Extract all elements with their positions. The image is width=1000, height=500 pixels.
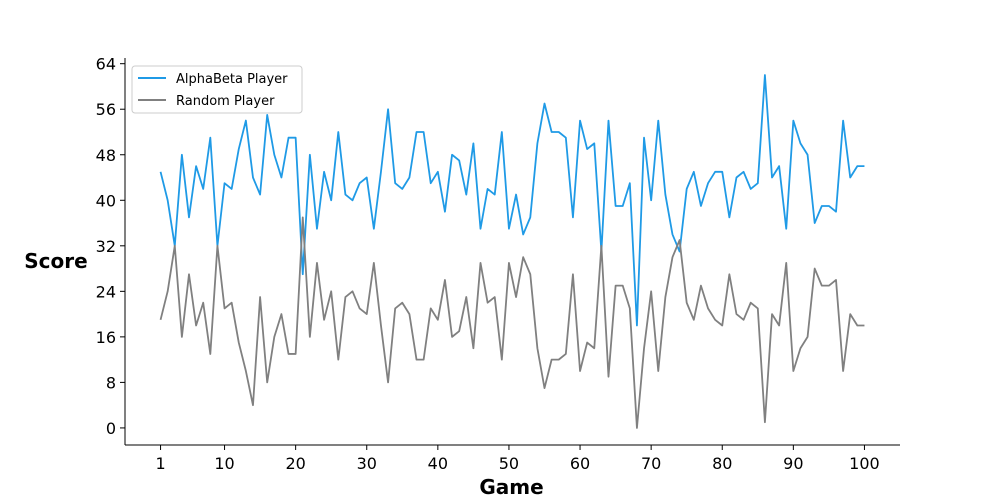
x-tick-label: 1 bbox=[155, 454, 165, 473]
x-tick-label: 40 bbox=[428, 454, 448, 473]
legend-box bbox=[131, 65, 303, 114]
series-group bbox=[159, 74, 865, 429]
series-line-alphabeta-player bbox=[159, 74, 865, 327]
y-tick-label: 0 bbox=[106, 419, 116, 438]
x-tick-label: 50 bbox=[499, 454, 519, 473]
y-tick-label: 16 bbox=[96, 328, 116, 347]
y-axis-title: Score bbox=[24, 249, 87, 273]
legend: AlphaBeta Player Random Player bbox=[131, 65, 303, 114]
x-tick-label: 90 bbox=[783, 454, 803, 473]
series-line-random-player bbox=[159, 216, 865, 429]
y-tick-label: 24 bbox=[96, 282, 116, 301]
x-tick-label: 30 bbox=[357, 454, 377, 473]
x-axis-title: Game bbox=[479, 475, 543, 499]
legend-label: Random Player bbox=[176, 94, 275, 109]
x-tick-label: 100 bbox=[849, 454, 880, 473]
x-tick-label: 70 bbox=[641, 454, 661, 473]
y-tick-label: 56 bbox=[96, 100, 116, 119]
y-tick-label: 40 bbox=[96, 191, 116, 210]
y-tick-label: 64 bbox=[96, 55, 116, 74]
y-tick-label: 32 bbox=[96, 237, 116, 256]
x-tick-label: 60 bbox=[570, 454, 590, 473]
y-tick-label: 48 bbox=[96, 146, 116, 165]
axes: 1 10 20 30 40 50 60 70 80 90 100 0 8 16 24 32 40 48 56 64 bbox=[96, 55, 900, 473]
x-tick-label: 20 bbox=[285, 454, 305, 473]
x-tick-label: 10 bbox=[214, 454, 234, 473]
y-tick-label: 8 bbox=[106, 373, 116, 392]
x-tick-label: 80 bbox=[712, 454, 732, 473]
legend-label: AlphaBeta Player bbox=[176, 72, 288, 87]
